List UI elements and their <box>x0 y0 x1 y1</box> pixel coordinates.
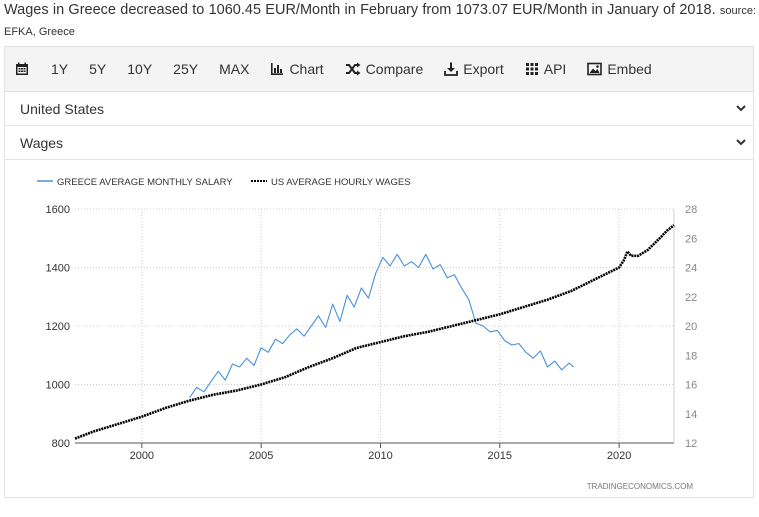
x-tick-label: 2015 <box>488 450 512 462</box>
compare-button-label: Compare <box>365 61 424 77</box>
range-5y-button[interactable]: 5Y <box>89 61 107 77</box>
chart-area: 800 1000 1200 1400 1600 12 14 16 18 20 22 24 26 28 200… <box>5 161 753 498</box>
chart-panel: 1Y 5Y 10Y 25Y MAX Chart Compare Expo <box>4 46 754 498</box>
image-icon <box>587 62 603 76</box>
source-name: EFKA, Greece <box>4 26 75 38</box>
compare-button[interactable]: Compare <box>345 61 424 77</box>
embed-button-label: Embed <box>607 61 652 77</box>
series-line-greece-salary <box>189 253 575 399</box>
watermark: TRADINGECONOMICS.COM <box>587 482 694 491</box>
chart-button-label: Chart <box>289 61 324 77</box>
api-button[interactable]: API <box>525 61 567 77</box>
grid-icon <box>525 63 538 75</box>
y-right-tick-label: 20 <box>685 321 697 333</box>
chevron-down-icon <box>735 92 747 139</box>
series-line-us-wages <box>74 224 675 440</box>
source-prefix: source: <box>719 5 756 17</box>
line-chart: 800 1000 1200 1400 1600 12 14 16 18 20 22 24 26 28 200… <box>37 177 697 491</box>
chart-button[interactable]: Chart <box>270 61 324 77</box>
y-right-tick-label: 28 <box>685 204 697 216</box>
country-selector[interactable]: United States <box>5 92 753 126</box>
y-right-tick-label: 24 <box>685 263 697 275</box>
y-right-tick-label: 22 <box>685 292 697 304</box>
x-tick-label: 2020 <box>607 450 631 462</box>
legend-entry: GREECE AVERAGE MONTHLY SALARY <box>57 177 233 188</box>
range-max-button[interactable]: MAX <box>219 61 250 77</box>
y-left-tick-label: 1600 <box>46 204 70 216</box>
country-selector-value: United States <box>20 101 105 117</box>
bar-chart-icon <box>271 63 284 75</box>
api-button-label: API <box>543 61 567 77</box>
indicator-selector[interactable]: Wages <box>5 126 753 160</box>
x-tick-label: 2000 <box>130 450 154 462</box>
calendar-button[interactable] <box>15 62 29 76</box>
headline-text: Wages in Greece decreased to 1060.45 EUR… <box>4 2 716 18</box>
export-button-label: Export <box>463 61 504 77</box>
y-right-tick-label: 16 <box>685 380 697 392</box>
source-label: source: EFKA, Greece <box>4 5 756 38</box>
chevron-down-icon <box>735 126 747 173</box>
toolbar: 1Y 5Y 10Y 25Y MAX Chart Compare Expo <box>5 47 753 92</box>
shuffle-icon <box>345 62 361 76</box>
x-tick-label: 2010 <box>368 450 392 462</box>
y-left-tick-label: 800 <box>52 438 70 450</box>
range-1y-button[interactable]: 1Y <box>51 61 69 77</box>
y-left-tick-label: 1000 <box>46 380 70 392</box>
x-tick-label: 2005 <box>249 450 273 462</box>
headline: Wages in Greece decreased to 1060.45 EUR… <box>4 0 756 42</box>
y-right-tick-label: 12 <box>685 438 697 450</box>
download-icon <box>444 62 459 76</box>
y-left-tick-label: 1200 <box>46 321 70 333</box>
export-button[interactable]: Export <box>444 61 504 77</box>
range-25y-button[interactable]: 25Y <box>173 61 199 77</box>
range-10y-button[interactable]: 10Y <box>127 61 153 77</box>
y-left-tick-label: 1400 <box>46 263 70 275</box>
y-right-tick-label: 18 <box>685 350 697 362</box>
y-right-tick-label: 26 <box>685 233 697 245</box>
legend-entry: US AVERAGE HOURLY WAGES <box>271 177 411 188</box>
calendar-icon <box>16 62 28 75</box>
indicator-selector-value: Wages <box>20 135 64 151</box>
embed-button[interactable]: Embed <box>587 61 652 77</box>
y-right-tick-label: 14 <box>685 409 697 421</box>
